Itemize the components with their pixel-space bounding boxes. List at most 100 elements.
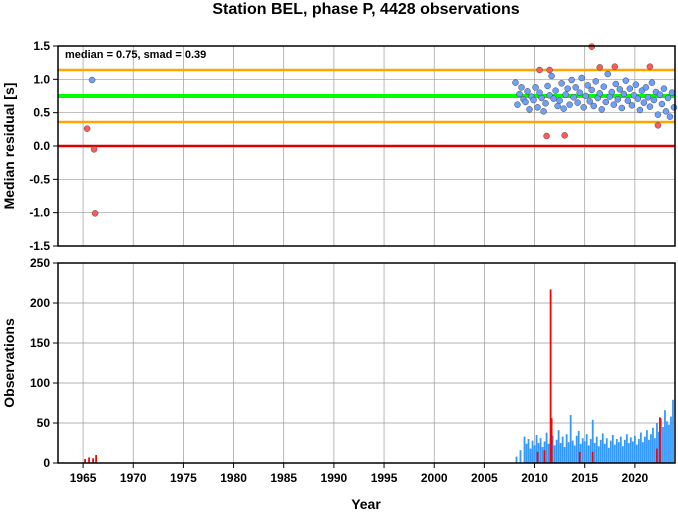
observation-bar [591,419,594,463]
observation-bar [589,439,592,463]
observation-bar [551,435,554,463]
data-point [544,82,551,90]
data-point [598,106,606,113]
observation-bar [627,443,630,463]
observation-bar [656,423,658,463]
bottom-bars [84,289,674,463]
observation-bar [625,434,628,463]
bottom-y-axis-label: Observations [1,318,17,408]
observation-bar [670,416,672,463]
data-point [542,100,549,107]
observation-bar [668,424,670,463]
observation-bar [583,441,586,463]
observation-bar [621,446,624,463]
data-point [576,89,583,96]
data-point [560,105,567,112]
observation-bar [535,435,538,463]
observation-bar [635,444,638,463]
data-point [656,91,664,98]
observation-bar [652,427,654,463]
observation-bar [637,439,640,463]
observation-bar [557,430,560,463]
data-point [614,96,622,103]
bottom-y-tick-label: 0 [43,456,50,470]
observation-bar [591,451,594,463]
observation-bar [659,417,661,463]
observation-bar [607,447,610,463]
x-tick-label: 2000 [421,471,448,485]
stats-annotation: median = 0.75, smad = 0.39 [65,49,206,61]
bottom-y-ticks: 0 50 100 150 200 250 [30,256,58,470]
bottom-y-tick-label: 100 [30,376,50,390]
data-point [654,111,662,118]
data-point [610,101,618,108]
data-point [534,104,541,111]
data-point [536,66,543,74]
top-y-tick-label: 0.5 [33,106,50,120]
data-point [548,72,555,80]
data-point [596,90,604,97]
data-point [626,85,634,92]
top-scatter-points [83,43,678,217]
data-point [590,102,597,110]
data-point [636,106,644,114]
observation-bar [672,399,674,463]
x-tick-label: 1975 [170,471,197,485]
x-tick-label: 1980 [220,471,247,485]
data-point [632,81,640,88]
observation-bar [573,445,576,463]
observation-bar [539,438,542,463]
data-point [574,99,581,106]
observation-bar [615,439,618,463]
data-point [584,82,591,89]
x-tick-label: 1990 [321,471,348,485]
data-point [600,83,608,90]
bottom-y-tick-label: 150 [30,336,50,350]
data-point [512,79,519,86]
observation-bar [547,443,550,463]
data-point [618,104,626,112]
bottom-grid [58,262,675,464]
observation-bar [565,434,568,463]
x-tick-label: 2005 [471,471,498,485]
observation-bar [597,446,600,463]
data-point [580,104,587,111]
data-point [644,94,652,101]
data-point [516,90,523,98]
observation-bar [545,432,548,463]
data-point [83,125,91,132]
observation-bar [569,415,572,463]
data-point [550,95,557,102]
data-point [642,84,650,91]
data-point [646,103,654,110]
data-point [662,108,670,115]
data-point [582,92,589,100]
observation-bar [617,442,620,463]
data-point [552,87,559,94]
observation-bar [644,436,646,463]
observation-bar [613,444,616,463]
data-point [646,63,654,70]
data-point [564,85,571,92]
data-point [640,99,648,106]
data-point [612,80,620,88]
observation-bar [541,447,544,463]
observation-bar [650,434,652,463]
top-y-tick-label: 1.0 [33,72,50,86]
observation-bar [577,431,580,463]
x-tick-label: 1985 [270,471,297,485]
data-point [566,101,573,108]
observation-bar [563,447,566,463]
data-point [666,113,674,120]
data-point [660,85,668,92]
observation-bar [587,445,590,463]
data-point [620,90,628,98]
observation-bar [666,421,668,463]
bottom-x-ticks: 1965 1970 1975 1980 1985 1990 1995 2000 2005 2010… [70,463,649,485]
observation-bar [656,448,658,463]
observation-bar [599,439,602,463]
data-point [664,94,672,102]
observation-bar [531,440,534,463]
observation-bar [533,445,536,463]
observation-bar [561,436,564,463]
